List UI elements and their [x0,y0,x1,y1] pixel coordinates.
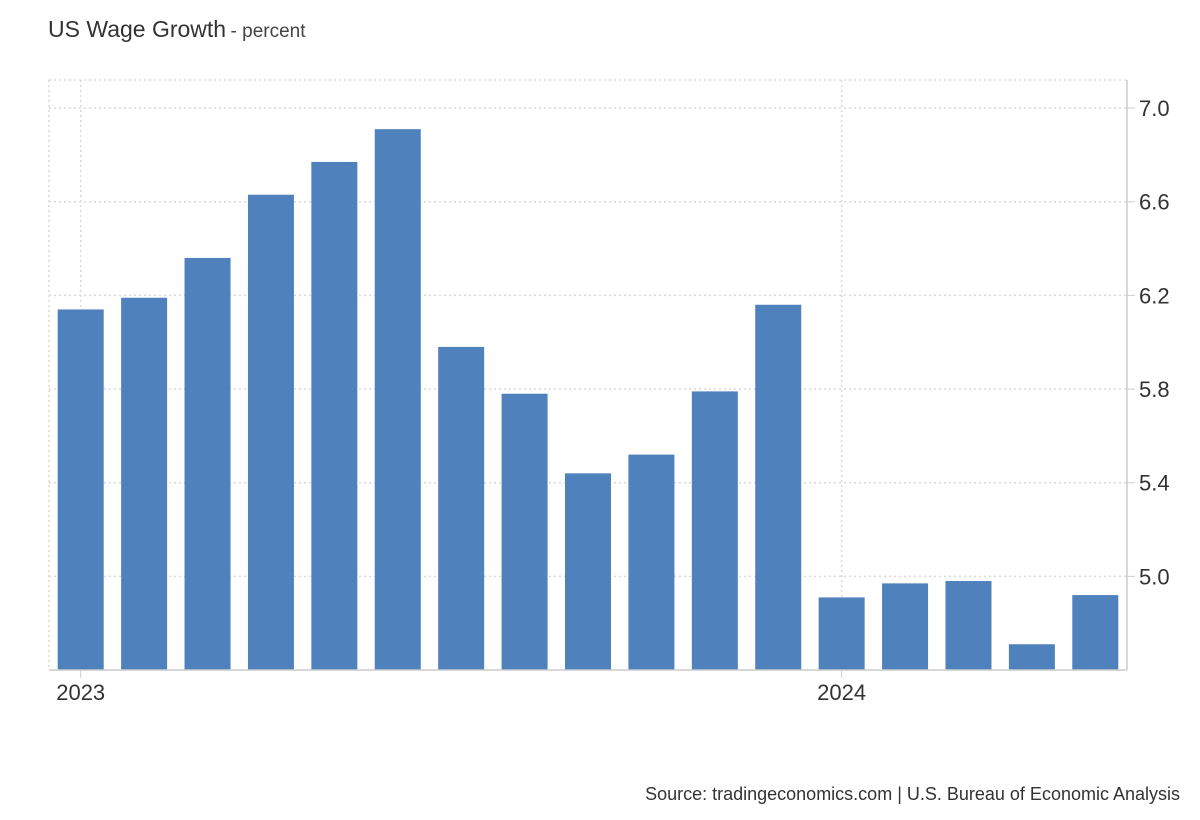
y-tick-label: 5.0 [1139,564,1170,589]
bar [565,473,611,670]
bar [121,297,168,670]
x-tick-label: 2024 [817,680,866,705]
bar [628,454,675,670]
bar [311,161,358,670]
y-tick-label: 6.6 [1139,190,1170,215]
y-tick-label: 7.0 [1139,96,1170,121]
bar [818,597,865,670]
chart-title: US Wage Growth - percent [48,16,306,43]
chart-unit-label: - percent [230,21,306,42]
chart-title-text: US Wage Growth [48,16,227,42]
bar [691,391,738,670]
bar [1072,595,1119,670]
bar [1008,644,1055,670]
bar [438,346,485,670]
bar [945,581,992,670]
y-tick-label: 6.2 [1139,283,1170,308]
x-tick-label: 2023 [56,680,105,705]
bar [184,257,231,670]
bar [755,304,802,670]
bar [882,583,929,670]
tick-labels: 7.0 6.6 6.2 5.8 5.4 5.0 2023 2024 [56,96,1169,705]
bar [501,393,548,670]
y-tick-label: 5.8 [1139,377,1170,402]
source-note: Source: tradingeconomics.com | U.S. Bure… [645,784,1180,804]
y-tick-label: 5.4 [1139,471,1170,496]
axes [49,80,1135,678]
bar [374,129,421,670]
bar [57,309,104,670]
bar-series [57,129,1119,670]
bar [247,194,294,670]
